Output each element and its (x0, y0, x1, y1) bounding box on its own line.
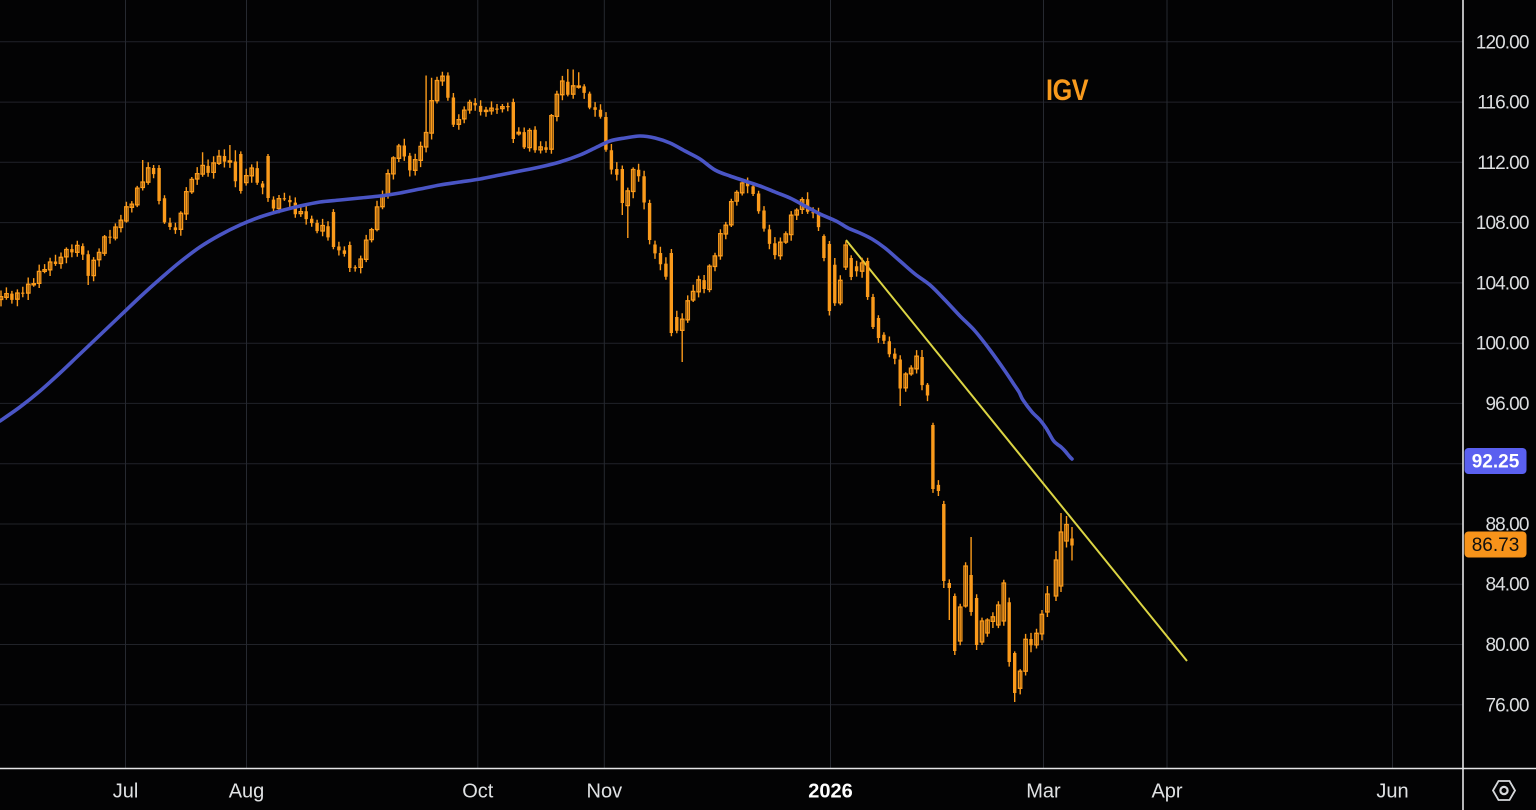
svg-text:116.00: 116.00 (1477, 93, 1529, 114)
svg-text:120.00: 120.00 (1476, 32, 1529, 53)
svg-text:76.00: 76.00 (1485, 695, 1528, 716)
svg-text:Oct: Oct (462, 781, 494, 803)
svg-text:2026: 2026 (808, 781, 853, 803)
svg-text:Jul: Jul (113, 781, 139, 803)
svg-text:88.00: 88.00 (1485, 515, 1528, 536)
svg-text:80.00: 80.00 (1485, 635, 1528, 656)
svg-text:Nov: Nov (587, 781, 623, 803)
svg-text:Apr: Apr (1151, 781, 1182, 803)
svg-text:Jun: Jun (1376, 781, 1408, 803)
svg-text:108.00: 108.00 (1476, 213, 1529, 234)
svg-text:112.00: 112.00 (1477, 153, 1529, 174)
svg-text:Aug: Aug (229, 781, 265, 803)
svg-text:92.25: 92.25 (1472, 452, 1520, 473)
svg-text:100.00: 100.00 (1476, 334, 1529, 355)
svg-text:Mar: Mar (1026, 781, 1061, 803)
svg-text:96.00: 96.00 (1485, 394, 1528, 415)
svg-text:IGV: IGV (1046, 73, 1089, 107)
svg-text:84.00: 84.00 (1485, 575, 1528, 596)
svg-text:86.73: 86.73 (1472, 535, 1520, 556)
svg-text:104.00: 104.00 (1476, 273, 1529, 294)
